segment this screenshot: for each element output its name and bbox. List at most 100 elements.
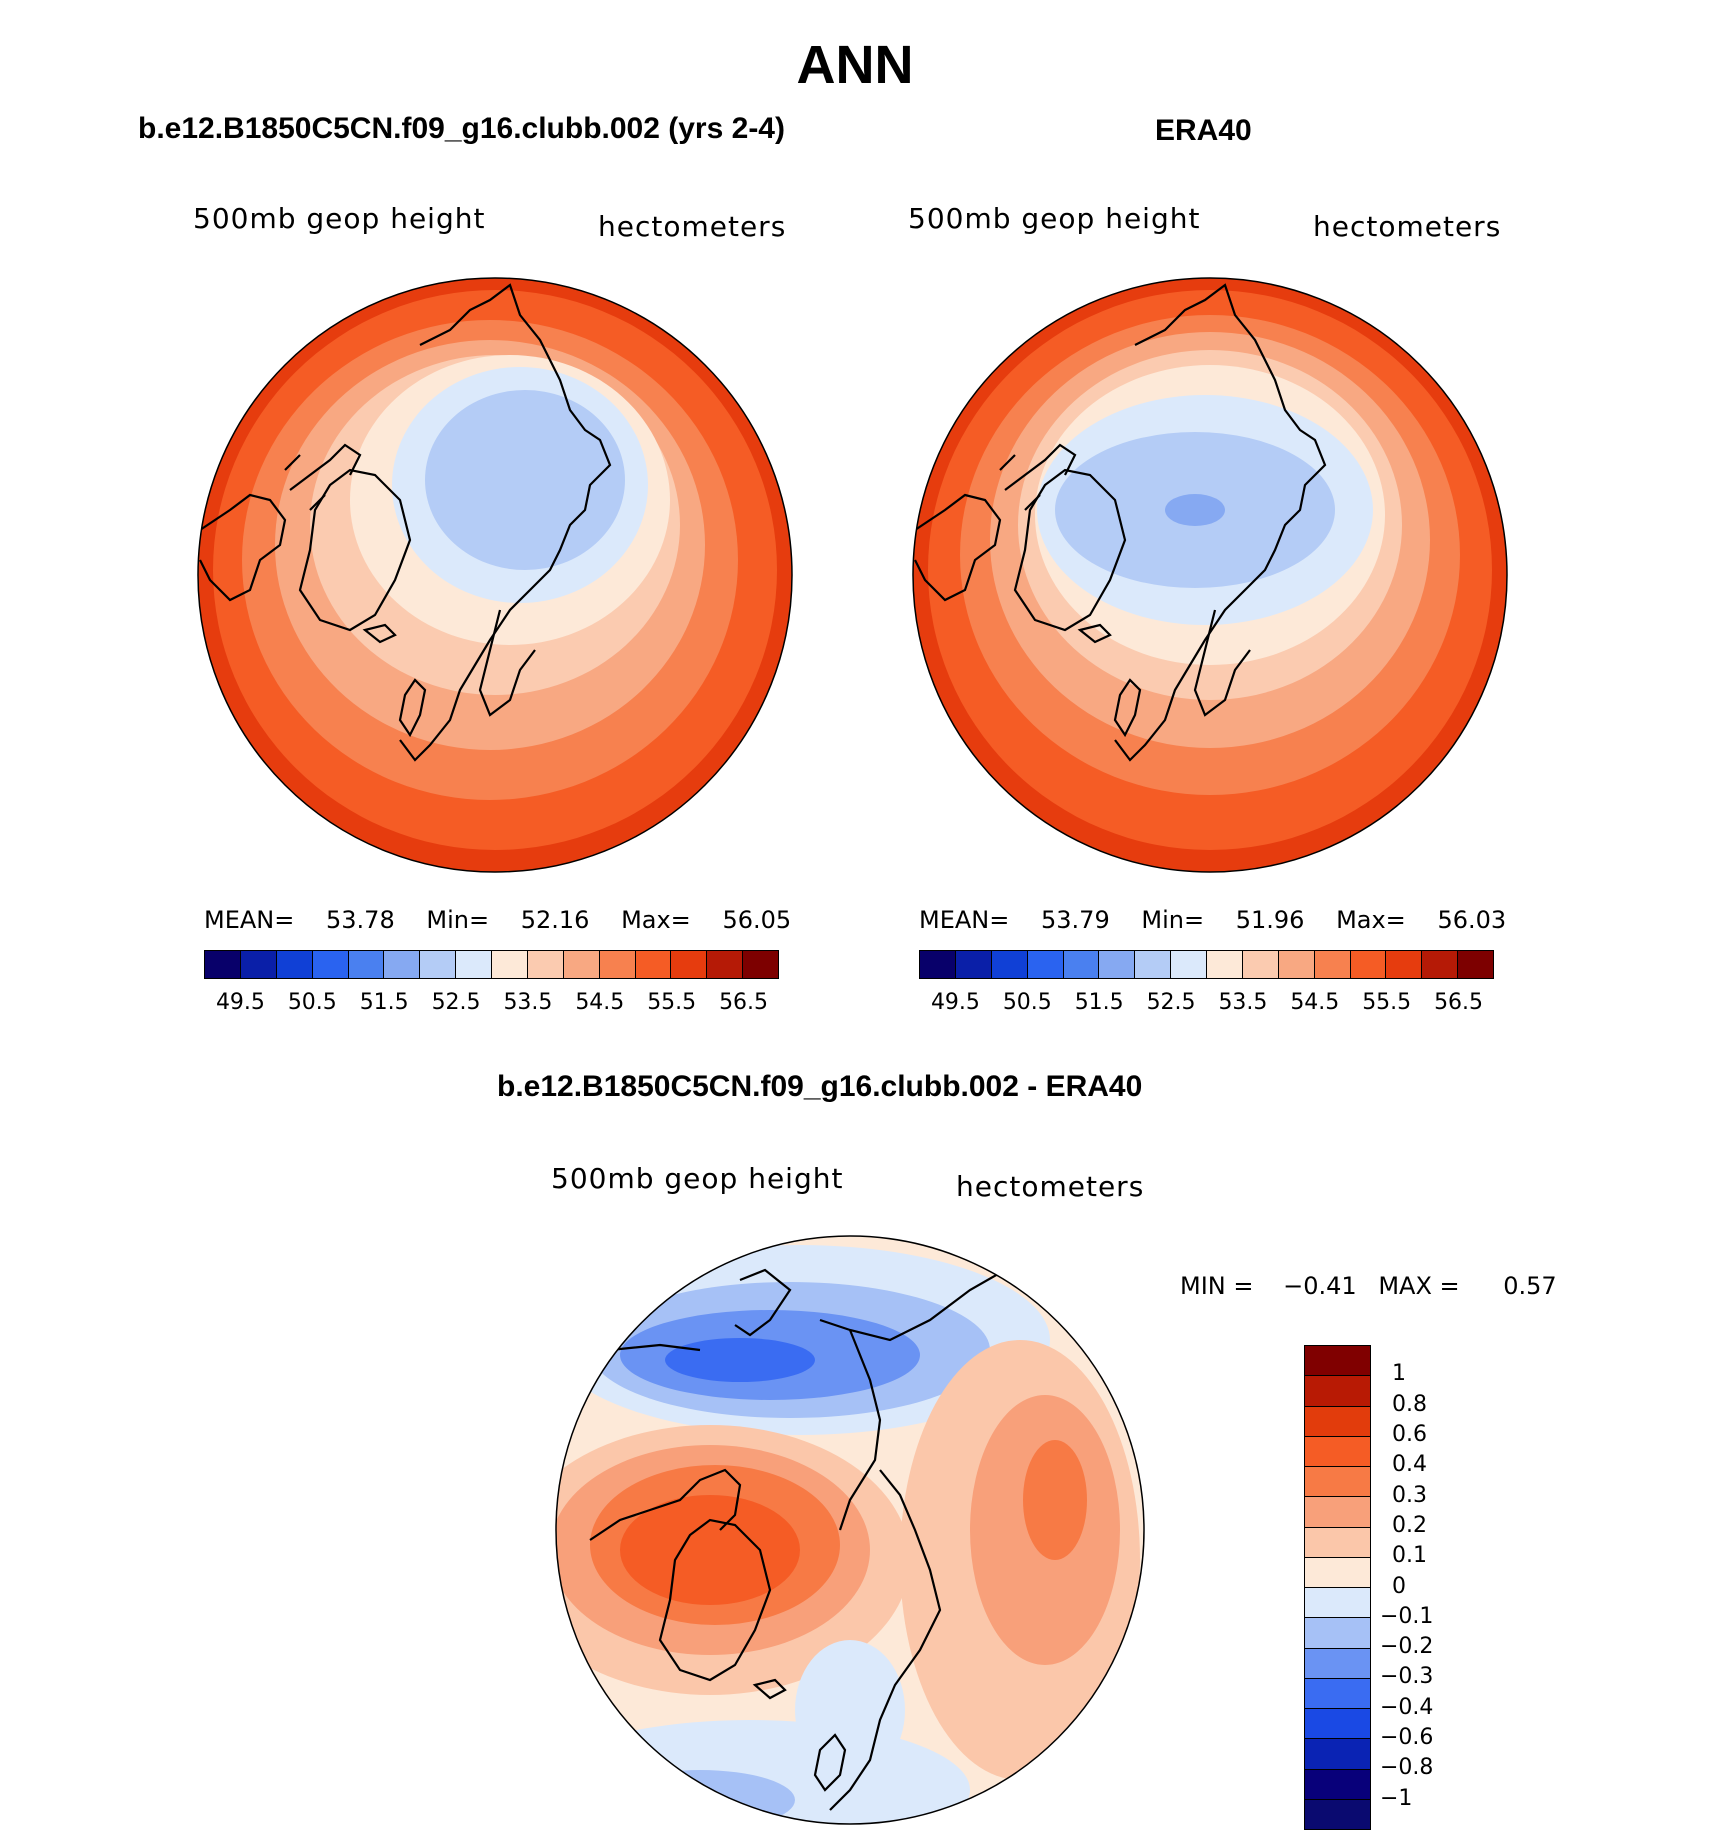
panel1-coast-scandinavia — [478, 609, 536, 717]
colorbar-cell — [1207, 951, 1243, 978]
colorbar-cell — [1305, 1799, 1370, 1829]
panel3-coast-iceland — [752, 1678, 787, 1700]
panel3-coast-siberia — [819, 1269, 1006, 1531]
colorbar-cell — [1171, 951, 1207, 978]
colorbar-tick-label: 54.5 — [575, 990, 625, 1015]
panel2-coast-uk — [1113, 678, 1142, 738]
colorbar-tick-label: 1 — [1392, 1361, 1406, 1387]
panel3-min-value: −0.41 — [1283, 1272, 1357, 1300]
colorbar-cell — [1305, 1527, 1370, 1558]
colorbar-tick-label: 0.2 — [1392, 1512, 1427, 1538]
colorbar-cell — [1305, 1588, 1370, 1619]
colorbar-cell — [420, 951, 457, 978]
colorbar-cell — [1458, 951, 1493, 978]
panel1-min-label: Min= — [426, 906, 490, 934]
panel2-mean-value: 53.79 — [1041, 906, 1110, 934]
colorbar-cell — [1242, 951, 1279, 978]
colorbar-cell — [1305, 1376, 1370, 1407]
colorbar-tick-label: 56.5 — [719, 990, 769, 1015]
panel3-stats: MIN = −0.41 MAX = 0.57 — [1180, 1272, 1557, 1300]
colorbar-tick-label: 51.5 — [1074, 990, 1124, 1015]
colorbar-cell — [1386, 951, 1423, 978]
colorbar-cell — [563, 951, 600, 978]
colorbar-cell — [743, 951, 778, 978]
colorbar-tick-label: 54.5 — [1290, 990, 1340, 1015]
panel2-max-label: Max= — [1336, 906, 1406, 934]
colorbar-cell — [671, 951, 708, 978]
colorbar-tick-label: −0.6 — [1380, 1725, 1434, 1751]
panel1-stats: MEAN= 53.78 Min= 52.16 Max= 56.05 — [204, 906, 791, 934]
panel2-colorbar-ticks: 49.5 50.5 51.5 52.5 53.5 54.5 55.5 56.5 — [919, 990, 1494, 1020]
panel2-max-value: 56.03 — [1437, 906, 1507, 934]
panel3-max-label: MAX = — [1378, 1272, 1460, 1300]
panel1-map — [197, 277, 793, 873]
panel3-pos-west-04 — [620, 1495, 800, 1605]
colorbar-cell — [920, 951, 956, 978]
panel2-mean-label: MEAN= — [919, 906, 1010, 934]
colorbar-cell — [240, 951, 277, 978]
panel2-min-label: Min= — [1141, 906, 1205, 934]
panel3-coast-alaska — [609, 1268, 792, 1352]
panel2-colorbar — [919, 950, 1494, 979]
colorbar-cell — [348, 951, 385, 978]
panel1-mean-label: MEAN= — [204, 906, 295, 934]
colorbar-tick-label: 52.5 — [1146, 990, 1196, 1015]
colorbar-tick-label: −1 — [1380, 1785, 1413, 1811]
colorbar-cell — [276, 951, 313, 978]
colorbar-cell — [1099, 951, 1136, 978]
panel2-title: ERA40 — [1155, 114, 1252, 147]
panel2-coast-arctic-islands — [999, 443, 1077, 511]
panel3-colorbar-ticks: 1 0.8 0.6 0.4 0.3 0.2 0.1 0 −0.1 −0.2 −0.3 −0.4 −0.6… — [1380, 1345, 1470, 1830]
panel1-max-label: Max= — [621, 906, 691, 934]
colorbar-cell — [492, 951, 528, 978]
panel2-right-label: hectometers — [1313, 210, 1502, 243]
panel3-min-label: MIN = — [1180, 1272, 1254, 1300]
colorbar-cell — [1305, 1739, 1370, 1770]
colorbar-cell — [635, 951, 672, 978]
panel1-min-value: 52.16 — [520, 906, 590, 934]
panel1-mean-value: 53.78 — [326, 906, 395, 934]
colorbar-tick-label: 51.5 — [359, 990, 409, 1015]
colorbar-cell — [1305, 1769, 1370, 1800]
colorbar-cell — [1305, 1678, 1370, 1709]
panel2-left-label: 500mb geop height — [908, 202, 1201, 235]
panel1-colorbar — [204, 950, 779, 979]
panel3-neg-center — [795, 1640, 905, 1780]
panel3-colorbar — [1304, 1345, 1371, 1830]
colorbar-cell — [1027, 951, 1064, 978]
panel3-title: b.e12.B1850C5CN.f09_g16.clubb.002 - ERA4… — [497, 1070, 1143, 1103]
colorbar-cell — [1350, 951, 1387, 978]
colorbar-cell — [1305, 1467, 1370, 1498]
panel3-coast-eurasia — [829, 1469, 942, 1811]
colorbar-tick-label: 0.1 — [1392, 1543, 1427, 1569]
colorbar-cell — [599, 951, 636, 978]
panel3-neg-south-02 — [605, 1770, 795, 1824]
panel3-left-label: 500mb geop height — [551, 1162, 844, 1195]
colorbar-tick-label: 0.8 — [1392, 1391, 1427, 1417]
colorbar-tick-label: 52.5 — [431, 990, 481, 1015]
panel1-coast-iceland — [362, 623, 397, 644]
panel2-stats: MEAN= 53.79 Min= 51.96 Max= 56.03 — [919, 906, 1506, 934]
panel2-min-value: 51.96 — [1235, 906, 1305, 934]
panel1-coast-greenland — [298, 468, 412, 632]
colorbar-cell — [312, 951, 349, 978]
colorbar-tick-label: −0.2 — [1380, 1634, 1434, 1660]
colorbar-cell — [1422, 951, 1459, 978]
colorbar-cell — [205, 951, 241, 978]
colorbar-tick-label: 49.5 — [930, 990, 980, 1015]
colorbar-cell — [456, 951, 492, 978]
panel1-coast-eurasia — [399, 283, 612, 762]
panel1-band-525 — [425, 390, 625, 570]
colorbar-cell — [1305, 1709, 1370, 1740]
colorbar-tick-label: 55.5 — [1362, 990, 1412, 1015]
colorbar-tick-label: −0.8 — [1380, 1755, 1434, 1781]
colorbar-cell — [1063, 951, 1100, 978]
colorbar-tick-label: 0.4 — [1392, 1452, 1427, 1478]
panel3-max-value: 0.57 — [1503, 1272, 1557, 1300]
panel1-max-value: 56.05 — [722, 906, 792, 934]
panel1-right-label: hectometers — [598, 210, 787, 243]
panel1-coast-canada — [199, 493, 287, 602]
panel2-band-52 — [1165, 494, 1225, 526]
colorbar-cell — [991, 951, 1028, 978]
panel2-map — [912, 277, 1508, 873]
